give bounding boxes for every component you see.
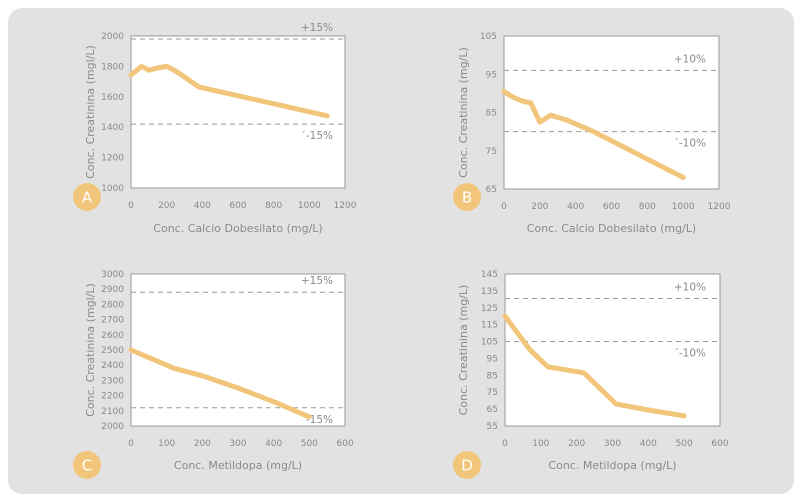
- x-tick-label: 300: [604, 439, 621, 449]
- chart-d: +10% ´-10% 55 65 75 85 95 105 115 125 135 145 0 100 20…: [453, 270, 729, 479]
- panel-badge-letter: A: [82, 189, 93, 207]
- upper-limit-label: +10%: [674, 53, 706, 65]
- x-tick-label: 500: [676, 439, 693, 449]
- data-series-line: [502, 313, 687, 419]
- chart-c: +15%´-15%2000210022002300240025002600270…: [73, 270, 354, 479]
- x-tick-label: 1000: [298, 201, 321, 211]
- y-tick-label: 1200: [101, 154, 124, 164]
- x-tick-label: 400: [265, 439, 282, 449]
- x-tick-label: 100: [158, 439, 175, 449]
- y-tick-label: 85: [487, 371, 498, 381]
- upper-limit-label: +10%: [674, 281, 706, 293]
- x-tick-label: 300: [229, 439, 246, 449]
- y-tick-label: 2900: [101, 285, 124, 295]
- x-tick-label: 0: [501, 202, 507, 212]
- x-tick-label: 200: [158, 201, 175, 211]
- data-series-line: [501, 89, 686, 180]
- x-tick-label: 0: [128, 439, 134, 449]
- chart-b: +10% ´-10% 65 75 85 95 105 0 200 400 600 800 1000 120…: [453, 32, 731, 235]
- y-tick-label: 2600: [101, 331, 124, 341]
- y-tick-label: 2400: [101, 361, 124, 371]
- y-tick-label: 2000: [101, 422, 124, 432]
- y-tick-label: 1600: [101, 93, 124, 103]
- y-tick-label: 65: [486, 185, 497, 195]
- panel-badge-letter: B: [462, 189, 472, 207]
- x-tick-label: 800: [639, 202, 656, 212]
- x-axis-label: Conc. Metildopa (mg/L): [548, 459, 676, 472]
- y-tick-label: 125: [481, 304, 498, 314]
- y-tick-label: 2700: [101, 316, 124, 326]
- x-tick-label: 800: [265, 201, 282, 211]
- x-tick-label: 200: [194, 439, 211, 449]
- y-tick-label: 55: [487, 422, 498, 432]
- plot-area: [503, 35, 720, 190]
- x-tick-label: 600: [336, 439, 353, 449]
- x-tick-label: 600: [229, 201, 246, 211]
- y-tick-label: 75: [487, 388, 498, 398]
- x-axis-label: Conc. Calcio Dobesilato (mg/L): [527, 222, 696, 235]
- y-tick-label: 65: [487, 405, 498, 415]
- chart-a: +15% ´-15% 1000 1200 1400 1600 1800 2000 0 200 400…: [73, 22, 357, 235]
- plot-area: [130, 273, 346, 427]
- y-tick-label: 2200: [101, 392, 124, 402]
- y-tick-label: 2100: [101, 407, 124, 417]
- y-tick-label: 1000: [101, 184, 124, 194]
- x-axis-label: Conc. Calcio Dobesilato (mg/L): [153, 222, 322, 235]
- x-tick-label: 0: [502, 439, 508, 449]
- y-tick-label: 75: [486, 147, 497, 157]
- panel-badge: [453, 183, 481, 211]
- x-tick-label: 1000: [672, 202, 695, 212]
- panel-badge: [453, 451, 481, 479]
- y-axis-label: Conc. Creatinina (mg/L): [457, 47, 470, 178]
- panel-badge: [73, 183, 101, 211]
- x-axis-label: Conc. Metildopa (mg/L): [174, 459, 302, 472]
- y-axis-label: Conc. Creatinina (mg/L): [457, 285, 470, 416]
- x-tick-label: 1200: [334, 201, 357, 211]
- y-tick-label: 2800: [101, 300, 124, 310]
- data-series-line: [128, 63, 330, 119]
- y-tick-label: 95: [486, 70, 497, 80]
- panel-badge-letter: C: [82, 457, 92, 475]
- x-tick-label: 0: [128, 201, 134, 211]
- panel-badge-letter: D: [461, 457, 473, 475]
- y-tick-label: 1800: [101, 62, 124, 72]
- x-tick-label: 200: [531, 202, 548, 212]
- panel-badge: [73, 451, 101, 479]
- x-tick-label: 200: [568, 439, 585, 449]
- x-tick-label: 100: [532, 439, 549, 449]
- lower-limit-label: ´-15%: [301, 130, 333, 142]
- y-tick-label: 105: [480, 32, 497, 42]
- y-axis-label: Conc. Creatinina (mgl/L): [84, 283, 97, 417]
- x-tick-label: 600: [603, 202, 620, 212]
- x-tick-label: 400: [567, 202, 584, 212]
- y-tick-label: 1400: [101, 123, 124, 133]
- x-tick-label: 400: [640, 439, 657, 449]
- y-tick-label: 2000: [101, 32, 124, 42]
- x-tick-label: 1200: [708, 202, 731, 212]
- lower-limit-label: ´-10%: [674, 138, 706, 150]
- y-tick-label: 85: [486, 109, 497, 119]
- y-tick-label: 105: [481, 338, 498, 348]
- data-series-line: [128, 347, 312, 420]
- upper-limit-label: +15%: [301, 275, 333, 287]
- y-tick-label: 115: [481, 321, 498, 331]
- x-tick-label: 400: [194, 201, 211, 211]
- y-tick-label: 3000: [101, 270, 124, 280]
- upper-limit-label: +15%: [301, 22, 333, 34]
- x-tick-label: 600: [711, 439, 728, 449]
- y-tick-label: 135: [481, 287, 498, 297]
- x-tick-label: 500: [301, 439, 318, 449]
- lower-limit-label: ´-10%: [674, 348, 706, 360]
- y-axis-label: Conc. Creatinina (mgl/L): [84, 45, 97, 179]
- y-tick-label: 2500: [101, 346, 124, 356]
- y-tick-label: 95: [487, 354, 498, 364]
- y-tick-label: 2300: [101, 376, 124, 386]
- y-tick-label: 145: [481, 270, 498, 280]
